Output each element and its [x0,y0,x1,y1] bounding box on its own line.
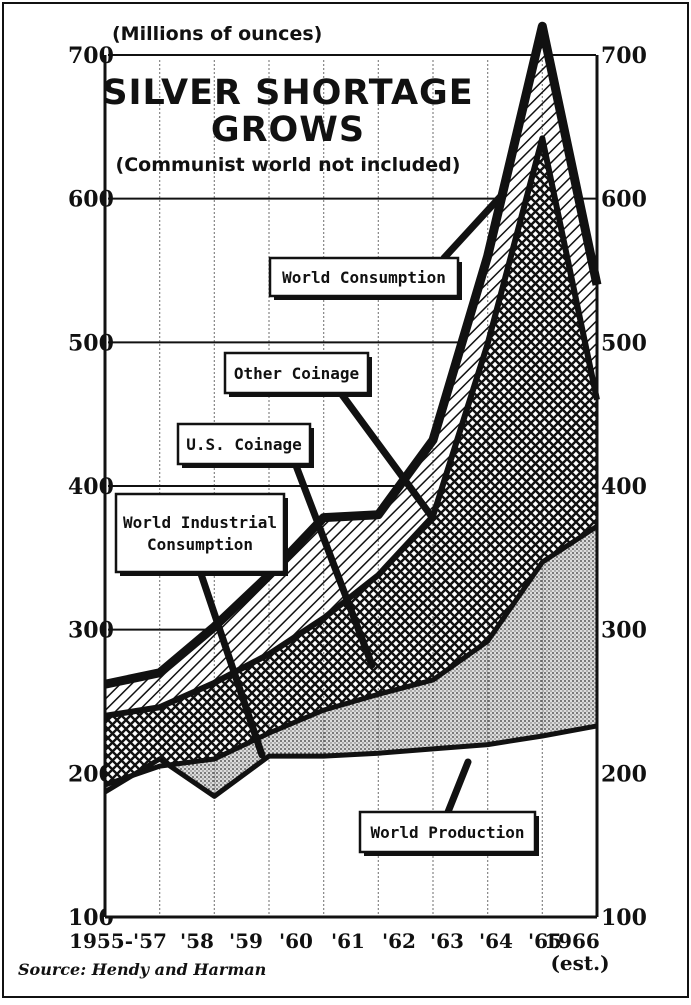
y-tick-left-500: 500 [68,330,114,356]
callout-leader-world-consumption [440,193,504,262]
x-tick-5: '62 [382,929,416,953]
chart-title: SILVER SHORTAGE [102,73,473,113]
x-tick-0: 1955-'57 [69,929,167,953]
callout-box-world-consumption [268,256,460,298]
plot-axes [103,55,599,919]
y-tick-right-100: 100 [601,905,647,931]
x-tick-1: '58 [180,929,214,953]
callouts: World Consumption Other Coinage U.S. Coina… [114,193,539,856]
callout-leader-other-coinage [336,388,436,521]
callout-box-other-coinage [223,351,370,395]
y-tick-left-400: 400 [68,474,114,500]
y-tick-right-200: 200 [601,761,647,787]
y-axis-right-ticks: 100 200 300 400 500 600 700 [601,43,647,931]
y-tick-right-700: 700 [601,43,647,69]
x-tick-8: '65 [528,929,562,953]
y-tick-left-700: 700 [68,43,114,69]
callout-label-world-consumption: World Consumption [282,268,446,287]
line-u-s-coinage [104,135,600,719]
y-tick-right-600: 600 [601,187,647,213]
callout-world-consumption: World Consumption [268,193,504,300]
y-tick-right-400: 400 [601,474,647,500]
callout-leader-u-s-coinage [291,459,376,669]
area-world-production [105,725,597,917]
callout-box-u-s-coinage [176,422,312,466]
x-tick-4: '61 [331,929,365,953]
y-tick-right-500: 500 [601,330,647,356]
callout-label-world-industrial-consumption-0: World Industrial [123,513,277,532]
callout-other-coinage: Other Coinage [223,351,436,521]
x-tick-9: 1966 [544,929,600,953]
y-tick-left-600: 600 [68,187,114,213]
callout-label-world-industrial-consumption-1: Consumption [147,535,253,554]
callout-label-u-s-coinage: U.S. Coinage [186,435,302,454]
source-note: Source: Hendy and Harman [18,960,266,979]
year-gridlines [159,60,543,917]
y-tick-left-300: 300 [68,618,114,644]
callout-box-world-industrial-consumption [114,492,286,574]
x-tick-3: '60 [279,929,313,953]
callout-label-other-coinage: Other Coinage [234,364,359,383]
callout-u-s-coinage: U.S. Coinage [176,422,376,669]
x-tick-6: '63 [430,929,464,953]
chart-title-line2: GROWS [211,110,365,150]
x-axis-ticks: 1955-'57 '58 '59 '60 '61 '62 '63 '64 '651966(est… [69,929,610,975]
x-tick-2: '59 [229,929,263,953]
callout-box-world-production [358,810,537,854]
chart-subtitle: (Communist world not included) [116,154,461,176]
callout-leader-world-industrial-consumption [196,567,266,759]
callout-world-production: World Production [358,758,539,856]
line-world-production [103,723,598,799]
y-tick-right-300: 300 [601,618,647,644]
line-world-industrial-consumption [104,524,599,788]
line-world-consumption [104,21,602,689]
x-tick-7: '64 [479,929,513,953]
series-lines [103,21,602,799]
callout-leader-world-production [444,758,472,816]
x-tick-sub: (est.) [550,951,609,975]
callout-label-world-production: World Production [370,823,524,842]
callout-world-industrial-consumption: World Industrial Consumption [114,492,288,759]
y-axis-unit-label: (Millions of ounces) [112,23,322,45]
